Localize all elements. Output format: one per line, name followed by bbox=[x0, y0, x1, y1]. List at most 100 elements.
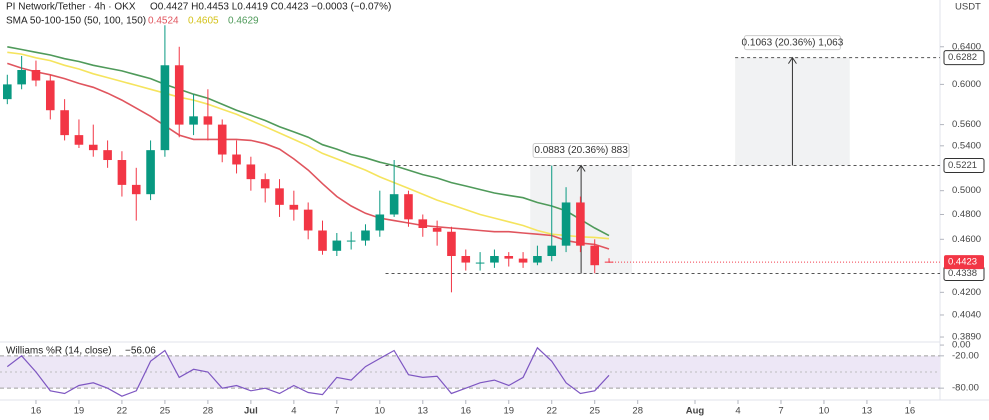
candle-body bbox=[246, 164, 256, 180]
measure-label-bg bbox=[532, 142, 630, 158]
candle-body bbox=[389, 194, 399, 215]
y-tick-label: 0.4800 bbox=[952, 209, 981, 220]
candle-body bbox=[533, 256, 542, 263]
candle-body bbox=[232, 154, 241, 165]
wr-line bbox=[6, 346, 610, 397]
x-tick-label: 7 bbox=[778, 406, 783, 417]
y-tick-label: 0.4200 bbox=[952, 287, 981, 298]
candle-body bbox=[60, 110, 69, 136]
level-label: 0.4338 bbox=[948, 268, 977, 279]
candle-body bbox=[289, 204, 299, 210]
candle-body bbox=[547, 245, 557, 257]
candle-body bbox=[203, 116, 213, 125]
x-tick-label: 25 bbox=[589, 406, 600, 417]
last-price-label: 0.4423 bbox=[948, 257, 977, 268]
sma-value: 0.4524 bbox=[148, 16, 179, 27]
candle-body bbox=[404, 194, 413, 220]
y-tick-label: 0.3890 bbox=[952, 332, 981, 343]
candle-body bbox=[561, 202, 571, 246]
x-tick-label: 7 bbox=[334, 406, 339, 417]
candle-body bbox=[461, 256, 471, 263]
measure-label: 0.1063 (20.36%) 1,063 bbox=[742, 37, 844, 48]
x-tick-label: 16 bbox=[460, 406, 471, 417]
candle-body bbox=[432, 227, 442, 232]
candle-body bbox=[117, 160, 127, 185]
candle-body bbox=[318, 230, 327, 251]
candle-body bbox=[260, 179, 270, 189]
y-tick-label: 0.5600 bbox=[952, 119, 981, 130]
y-tick-label: 0.4600 bbox=[952, 234, 981, 245]
sma-value: 0.4605 bbox=[188, 16, 219, 27]
candle-body bbox=[217, 124, 227, 155]
x-tick-label: 16 bbox=[31, 406, 42, 417]
x-tick-label: 13 bbox=[418, 406, 429, 417]
candle-body bbox=[346, 240, 356, 242]
candle-body bbox=[31, 69, 41, 81]
candle-body bbox=[45, 80, 55, 111]
candle-body bbox=[418, 219, 428, 228]
candle-body bbox=[518, 258, 528, 263]
symbol: PI Network/Tether · 4h · OKX bbox=[6, 2, 136, 13]
candle-body bbox=[375, 214, 385, 231]
candle-body bbox=[3, 84, 12, 100]
candle-body bbox=[189, 116, 198, 125]
sma-line bbox=[7, 62, 610, 250]
candle-body bbox=[590, 245, 600, 266]
measure-label: 0.0883 (20.36%) 883 bbox=[534, 145, 628, 156]
x-tick-label: 10 bbox=[375, 406, 386, 417]
y-tick-label: 0.5000 bbox=[952, 185, 981, 196]
x-tick-label: 10 bbox=[819, 406, 830, 417]
sma-line bbox=[7, 46, 610, 237]
candle-body bbox=[103, 150, 112, 161]
last-price-badge bbox=[944, 255, 984, 270]
wr-tick-label: -80.00 bbox=[952, 383, 979, 394]
candle-body bbox=[490, 256, 499, 263]
wr-tick-label: 0.00 bbox=[952, 340, 971, 351]
y-tick-label: 0.6000 bbox=[952, 79, 981, 90]
level-label: 0.6282 bbox=[948, 52, 977, 63]
y-tick-label: 0.4040 bbox=[952, 309, 981, 320]
level-badge bbox=[943, 50, 985, 66]
x-tick-label: 19 bbox=[74, 406, 85, 417]
candle-body bbox=[475, 262, 485, 264]
wr-value: −56.06 bbox=[125, 346, 156, 357]
candle-body bbox=[146, 150, 155, 195]
x-tick-label: Aug bbox=[686, 406, 705, 417]
x-tick-label: 4 bbox=[291, 406, 296, 417]
x-tick-label: 19 bbox=[503, 406, 514, 417]
candle-body bbox=[17, 69, 26, 85]
measure-arrowhead bbox=[576, 164, 586, 172]
x-tick-label: Jul bbox=[244, 406, 258, 417]
measure-arrowhead bbox=[788, 56, 797, 64]
candle-body bbox=[504, 256, 514, 259]
candle-body bbox=[361, 230, 370, 241]
candle-body bbox=[160, 65, 170, 151]
candle-body bbox=[303, 209, 313, 231]
sma-line bbox=[7, 51, 610, 240]
candle-body bbox=[332, 240, 342, 251]
sma-title: SMA 50-100-150 (50, 100, 150) bbox=[6, 16, 146, 27]
candle-body bbox=[131, 184, 141, 195]
currency: USDT bbox=[955, 2, 981, 13]
x-tick-label: 13 bbox=[862, 406, 873, 417]
candle-body bbox=[604, 261, 614, 263]
x-tick-label: 16 bbox=[905, 406, 916, 417]
level-badge bbox=[943, 157, 985, 173]
x-tick-label: 22 bbox=[117, 406, 128, 417]
candle-body bbox=[576, 202, 585, 246]
ohlc: O0.4427 H0.4453 L0.4419 C0.4423 −0.0003 … bbox=[150, 2, 391, 13]
y-tick-label: 0.5400 bbox=[952, 140, 981, 151]
x-tick-label: 25 bbox=[160, 406, 171, 417]
y-tick-label: 0.6400 bbox=[952, 41, 981, 52]
x-tick-label: 28 bbox=[203, 406, 214, 417]
x-tick-label: 4 bbox=[735, 406, 740, 417]
wr-tick-label: -20.00 bbox=[952, 350, 979, 361]
sma-value: 0.4629 bbox=[228, 16, 259, 27]
candle-body bbox=[74, 135, 84, 145]
x-tick-label: 28 bbox=[632, 406, 643, 417]
x-tick-label: 22 bbox=[546, 406, 557, 417]
candle-body bbox=[275, 188, 284, 205]
candle-body bbox=[447, 231, 456, 257]
candle-body bbox=[174, 65, 184, 125]
